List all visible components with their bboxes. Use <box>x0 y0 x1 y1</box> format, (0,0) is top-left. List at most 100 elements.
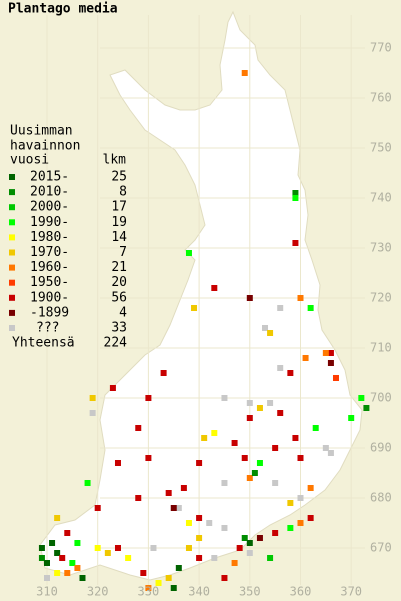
record-square <box>363 405 370 411</box>
legend-count: 20 <box>111 275 127 290</box>
record-square <box>54 570 61 576</box>
record-square <box>64 570 71 576</box>
record-square <box>302 355 309 361</box>
record-square <box>175 505 182 511</box>
record-square <box>211 430 218 436</box>
record-square <box>84 480 91 486</box>
record-square <box>104 550 111 556</box>
record-square <box>236 545 243 551</box>
record-square <box>312 425 319 431</box>
record-square <box>307 485 314 491</box>
legend-count: 7 <box>119 245 127 260</box>
legend-heading: havainnon <box>10 139 80 154</box>
record-square <box>196 555 203 561</box>
legend-swatch <box>9 249 15 256</box>
record-square <box>277 305 284 311</box>
legend-label: 2015- <box>30 170 69 185</box>
record-square <box>89 410 96 416</box>
record-square <box>292 195 299 201</box>
record-square <box>241 455 248 461</box>
record-square <box>241 70 248 76</box>
record-square <box>256 535 263 541</box>
legend-swatch <box>9 279 15 286</box>
record-square <box>221 395 228 401</box>
total-label: Yhteensä <box>12 336 75 351</box>
record-square <box>191 305 198 311</box>
record-square <box>287 370 294 376</box>
record-square <box>246 295 253 301</box>
north-label: 740 <box>370 191 392 205</box>
record-square <box>272 445 279 451</box>
record-square <box>322 445 329 451</box>
record-square <box>358 395 365 401</box>
record-square <box>185 520 192 526</box>
north-label: 710 <box>370 341 392 355</box>
east-label: 320 <box>87 585 109 599</box>
north-label: 760 <box>370 91 392 105</box>
legend-count: 21 <box>111 260 127 275</box>
legend-label: 2000- <box>30 200 69 215</box>
north-label: 670 <box>370 541 392 555</box>
record-square <box>251 470 258 476</box>
record-square <box>170 505 177 511</box>
legend-swatch <box>9 325 15 331</box>
record-square <box>246 400 253 406</box>
north-label: 680 <box>370 491 392 505</box>
legend-swatch <box>9 234 15 241</box>
record-square <box>327 350 334 356</box>
legend-count: 17 <box>111 200 127 215</box>
record-square <box>292 435 299 441</box>
legend-col: lkm <box>103 153 127 168</box>
record-square <box>170 585 177 591</box>
east-label: 310 <box>36 585 58 599</box>
record-square <box>44 575 50 581</box>
east-label: 330 <box>138 585 160 599</box>
record-square <box>94 505 101 511</box>
record-square <box>145 395 152 401</box>
legend-heading: Uusimman <box>10 124 73 139</box>
record-square <box>125 555 132 561</box>
record-square <box>196 535 203 541</box>
record-square <box>246 475 253 481</box>
record-square <box>211 285 218 291</box>
record-square <box>287 500 294 506</box>
legend-label: 1980- <box>30 230 69 245</box>
record-square <box>348 415 355 421</box>
legend-count: 33 <box>111 321 127 336</box>
legend-label: -1899 <box>30 305 69 320</box>
legend-count: 25 <box>111 170 127 185</box>
record-square <box>221 575 228 581</box>
east-label: 370 <box>340 585 362 599</box>
legend-label: 2010- <box>30 185 69 200</box>
record-square <box>44 560 50 566</box>
record-square <box>135 425 142 431</box>
record-square <box>322 350 329 356</box>
record-square <box>332 375 339 381</box>
record-square <box>201 435 208 441</box>
record-square <box>277 410 284 416</box>
record-square <box>165 490 172 496</box>
record-square <box>267 400 274 406</box>
record-square <box>307 515 314 521</box>
record-square <box>114 545 121 551</box>
north-label: 770 <box>370 41 392 55</box>
record-square <box>135 495 142 501</box>
record-square <box>79 575 86 581</box>
record-square <box>297 520 304 526</box>
record-square <box>155 580 162 586</box>
record-square <box>74 540 81 546</box>
legend-swatch <box>9 174 15 180</box>
record-square <box>231 560 238 566</box>
legend-label: 1900- <box>30 290 69 305</box>
record-square <box>64 530 71 536</box>
record-square <box>114 460 121 466</box>
total-count: 224 <box>104 336 128 351</box>
record-square <box>277 365 284 371</box>
legend-label: ??? <box>36 321 59 336</box>
record-square <box>267 330 274 336</box>
record-square <box>246 540 253 546</box>
record-square <box>206 520 213 526</box>
record-square <box>297 495 304 501</box>
record-square <box>256 460 263 466</box>
record-square <box>54 515 61 521</box>
